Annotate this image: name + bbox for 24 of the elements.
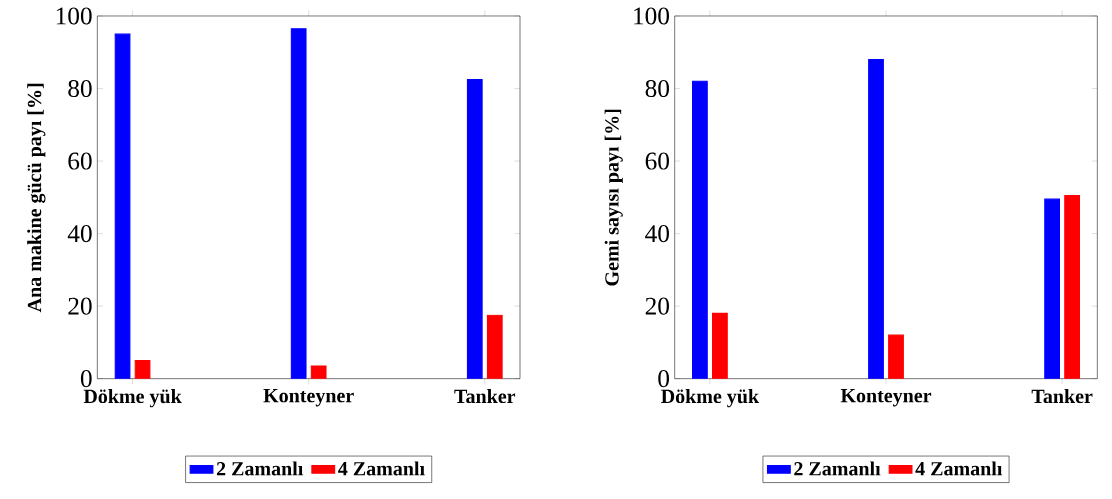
y-tick-label: 0	[658, 370, 669, 388]
x-tick-label: Tanker	[1031, 389, 1093, 404]
y-tick-label: 60	[68, 152, 92, 170]
y-tick-label: 20	[68, 297, 92, 315]
y-tick-label: 20	[645, 297, 669, 315]
y-tick-label: 60	[645, 152, 669, 170]
legend-label: 2 Zamanlı	[216, 461, 304, 476]
y-tick-label: 80	[645, 80, 669, 98]
y-tick-label: 40	[67, 225, 92, 243]
x-tick-label: Konteyner	[263, 389, 354, 407]
x-tick-label: Dökme yük	[83, 389, 182, 408]
y-axis-title: Ana makine gücü payı [%]	[27, 83, 46, 313]
y-tick-label: 40	[645, 225, 669, 243]
legend-label: 4 Zamanlı	[338, 461, 425, 476]
x-tick-label: Konteyner	[840, 389, 932, 407]
legend-label: 4 Zamanlı	[915, 461, 1003, 476]
y-axis-title: Gemi sayısı payı [%]	[604, 109, 623, 286]
legend-label: 2 Zamanlı	[794, 461, 881, 476]
y-tick-label: 100	[56, 7, 92, 25]
x-tick-label: Tanker	[454, 389, 516, 404]
y-tick-label: 0	[80, 370, 92, 388]
y-tick-label: 80	[68, 80, 92, 98]
x-tick-label: Dökme yük	[661, 389, 760, 408]
y-tick-label: 100	[634, 7, 669, 25]
